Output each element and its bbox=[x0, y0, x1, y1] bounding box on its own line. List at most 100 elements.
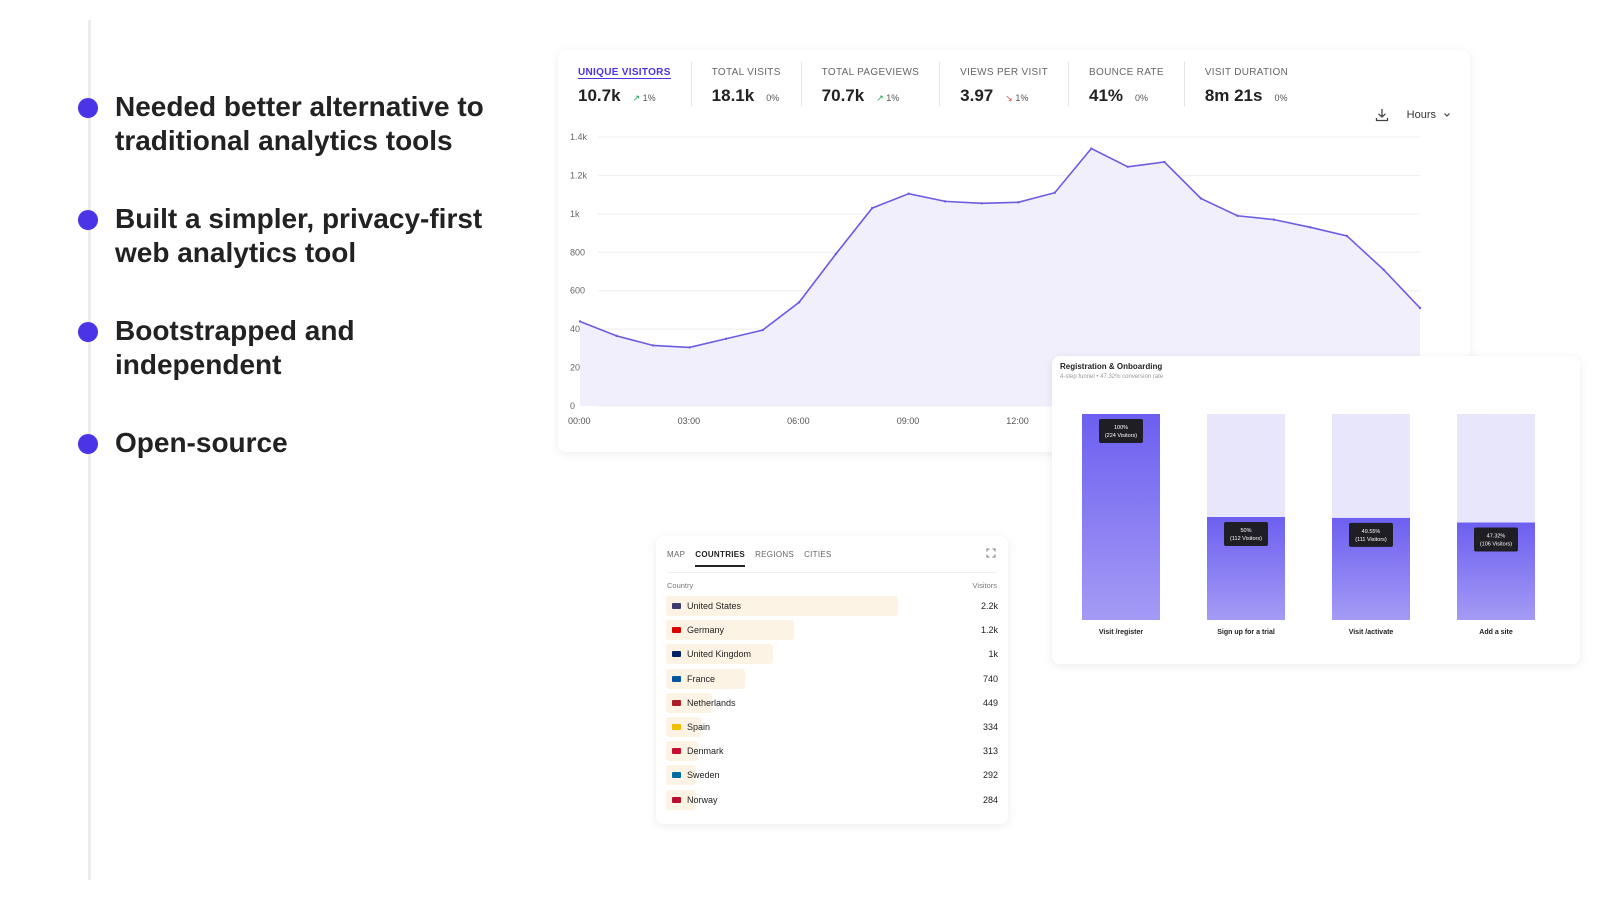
country-share-bar bbox=[666, 765, 697, 786]
stat-change: 0% bbox=[1274, 93, 1287, 103]
country-row[interactable]: United Kingdom 1k bbox=[666, 642, 998, 666]
x-tick-label: 09:00 bbox=[897, 416, 920, 426]
y-tick-label: 1.2k bbox=[570, 170, 588, 180]
stat-value: 41% bbox=[1089, 86, 1124, 105]
stat-views-per-visit[interactable]: VIEWS PER VISIT 3.97 ↘ 1% bbox=[939, 62, 1068, 106]
data-point bbox=[1236, 214, 1239, 217]
stat-change: ↗ 1% bbox=[633, 93, 656, 104]
country-name: Denmark bbox=[687, 746, 724, 757]
download-icon[interactable] bbox=[1375, 108, 1389, 122]
funnel-percent-label: 100% bbox=[1114, 425, 1128, 431]
country-visitors: 292 bbox=[982, 770, 998, 781]
country-share-bar bbox=[666, 668, 745, 689]
chevron-down-icon[interactable] bbox=[1442, 110, 1452, 120]
data-point bbox=[761, 328, 764, 332]
data-point bbox=[834, 253, 837, 256]
tabs-divider bbox=[667, 572, 997, 573]
country-row[interactable]: France 740 bbox=[666, 667, 998, 691]
bullet-text: Needed better alternative to traditional… bbox=[115, 91, 484, 156]
funnel-step-label: Add a site bbox=[1479, 629, 1513, 636]
stat-change: ↗ 1% bbox=[876, 93, 899, 104]
flag-icon bbox=[672, 675, 681, 682]
data-point bbox=[907, 192, 910, 195]
bullet-item: Open-source bbox=[78, 426, 515, 460]
visitors-line-chart: 0 200 400 600 800 1k 1.2k 1.4k 00:00 03:00 06:00 09… bbox=[568, 132, 1422, 426]
tab-map[interactable]: MAP bbox=[667, 550, 686, 559]
country-visitors: 313 bbox=[982, 746, 998, 757]
data-point bbox=[688, 346, 691, 349]
data-point bbox=[1309, 226, 1312, 229]
stat-bounce-rate[interactable]: BOUNCE RATE 41% 0% bbox=[1068, 62, 1184, 106]
funnel-tooltip bbox=[1474, 527, 1518, 552]
stat-label: VIEWS PER VISIT bbox=[960, 67, 1049, 78]
stat-label: TOTAL VISITS bbox=[711, 67, 781, 78]
stat-label: TOTAL PAGEVIEWS bbox=[821, 67, 920, 78]
country-row[interactable]: Denmark 313 bbox=[666, 739, 998, 763]
data-point bbox=[797, 301, 801, 304]
bullet-dot bbox=[78, 322, 98, 342]
funnel-count-label: (112 Visitors) bbox=[1230, 536, 1262, 542]
y-tick-label: 200 bbox=[570, 363, 585, 373]
funnel-title: Registration & Onboarding bbox=[1060, 362, 1163, 371]
data-point bbox=[1163, 160, 1166, 164]
y-tick-label: 1k bbox=[570, 209, 580, 219]
stat-label: BOUNCE RATE bbox=[1089, 67, 1164, 78]
data-point bbox=[980, 202, 983, 205]
country-row[interactable]: Germany 1.2k bbox=[666, 618, 998, 642]
data-point bbox=[615, 334, 618, 338]
country-name: United States bbox=[687, 601, 742, 612]
stat-change-value: 0% bbox=[1274, 93, 1288, 103]
stat-value: 70.7k bbox=[821, 86, 865, 105]
country-row[interactable]: United States 2.2k bbox=[666, 594, 998, 618]
country-name: France bbox=[687, 673, 716, 684]
y-tick-label: 1.4k bbox=[570, 132, 588, 142]
location-tabs: MAP COUNTRIES REGIONS CITIES bbox=[667, 550, 842, 567]
data-point bbox=[1090, 147, 1093, 150]
stat-value: 18.1k bbox=[711, 86, 755, 105]
chart-controls: Hours bbox=[1375, 108, 1452, 122]
flag-icon bbox=[672, 699, 681, 706]
country-column-header: Country bbox=[667, 581, 694, 590]
country-name: Sweden bbox=[687, 770, 720, 781]
funnel-step-label: Visit /activate bbox=[1349, 629, 1394, 636]
flag-icon bbox=[672, 724, 681, 731]
stat-visit-duration[interactable]: VISIT DURATION 8m 21s 0% bbox=[1183, 62, 1308, 106]
country-row[interactable]: Sweden 292 bbox=[666, 763, 998, 787]
country-visitors: 284 bbox=[982, 794, 998, 805]
tab-regions[interactable]: REGIONS bbox=[755, 550, 795, 559]
funnel-count-label: (224 Visitors) bbox=[1105, 433, 1137, 439]
series-line bbox=[579, 147, 1421, 349]
bullet-item: Bootstrapped and independent bbox=[78, 314, 515, 382]
tab-countries[interactable]: COUNTRIES bbox=[695, 550, 746, 567]
data-point bbox=[1345, 234, 1349, 238]
stat-total-pageviews[interactable]: TOTAL PAGEVIEWS 70.7k ↗ 1% bbox=[800, 62, 939, 106]
flag-icon bbox=[672, 627, 681, 634]
data-point bbox=[578, 320, 582, 323]
country-share-bar bbox=[666, 741, 699, 762]
stat-change: ↘ 1% bbox=[1005, 93, 1028, 104]
country-visitors: 740 bbox=[982, 673, 998, 684]
tab-cities[interactable]: CITIES bbox=[804, 550, 832, 559]
country-name: United Kingdom bbox=[687, 649, 752, 660]
country-row[interactable]: Spain 334 bbox=[666, 715, 998, 739]
country-share-bar bbox=[666, 692, 713, 713]
country-row[interactable]: Netherlands 449 bbox=[666, 691, 998, 715]
funnel-bar[interactable] bbox=[1082, 414, 1160, 620]
funnel-count-label: (106 Visitors) bbox=[1480, 542, 1512, 548]
expand-icon[interactable] bbox=[986, 548, 996, 558]
data-point bbox=[651, 344, 655, 347]
stat-value: 8m 21s bbox=[1204, 86, 1263, 105]
funnel-chart: 100% (224 Visitors) Visit /register 50% (112… bbox=[1082, 414, 1535, 636]
stat-unique-visitors[interactable]: UNIQUE VISITORS 10.7k ↗ 1% bbox=[578, 62, 691, 106]
stat-change-value: 0% bbox=[766, 93, 780, 103]
funnel-tooltip bbox=[1224, 522, 1268, 546]
stat-change-value: 1% bbox=[642, 93, 656, 103]
stats-row: UNIQUE VISITORS 10.7k ↗ 1% TOTAL VISITS 18.1… bbox=[578, 62, 1308, 106]
funnel-count-label: (111 Visitors) bbox=[1355, 537, 1387, 543]
stat-total-visits[interactable]: TOTAL VISITS 18.1k 0% bbox=[690, 62, 801, 106]
interval-select[interactable]: Hours bbox=[1406, 109, 1436, 121]
country-row[interactable]: Norway 284 bbox=[666, 788, 998, 812]
funnel-percent-label: 49.55% bbox=[1362, 529, 1381, 535]
stat-value: 10.7k bbox=[578, 86, 621, 105]
flag-icon bbox=[672, 796, 681, 803]
